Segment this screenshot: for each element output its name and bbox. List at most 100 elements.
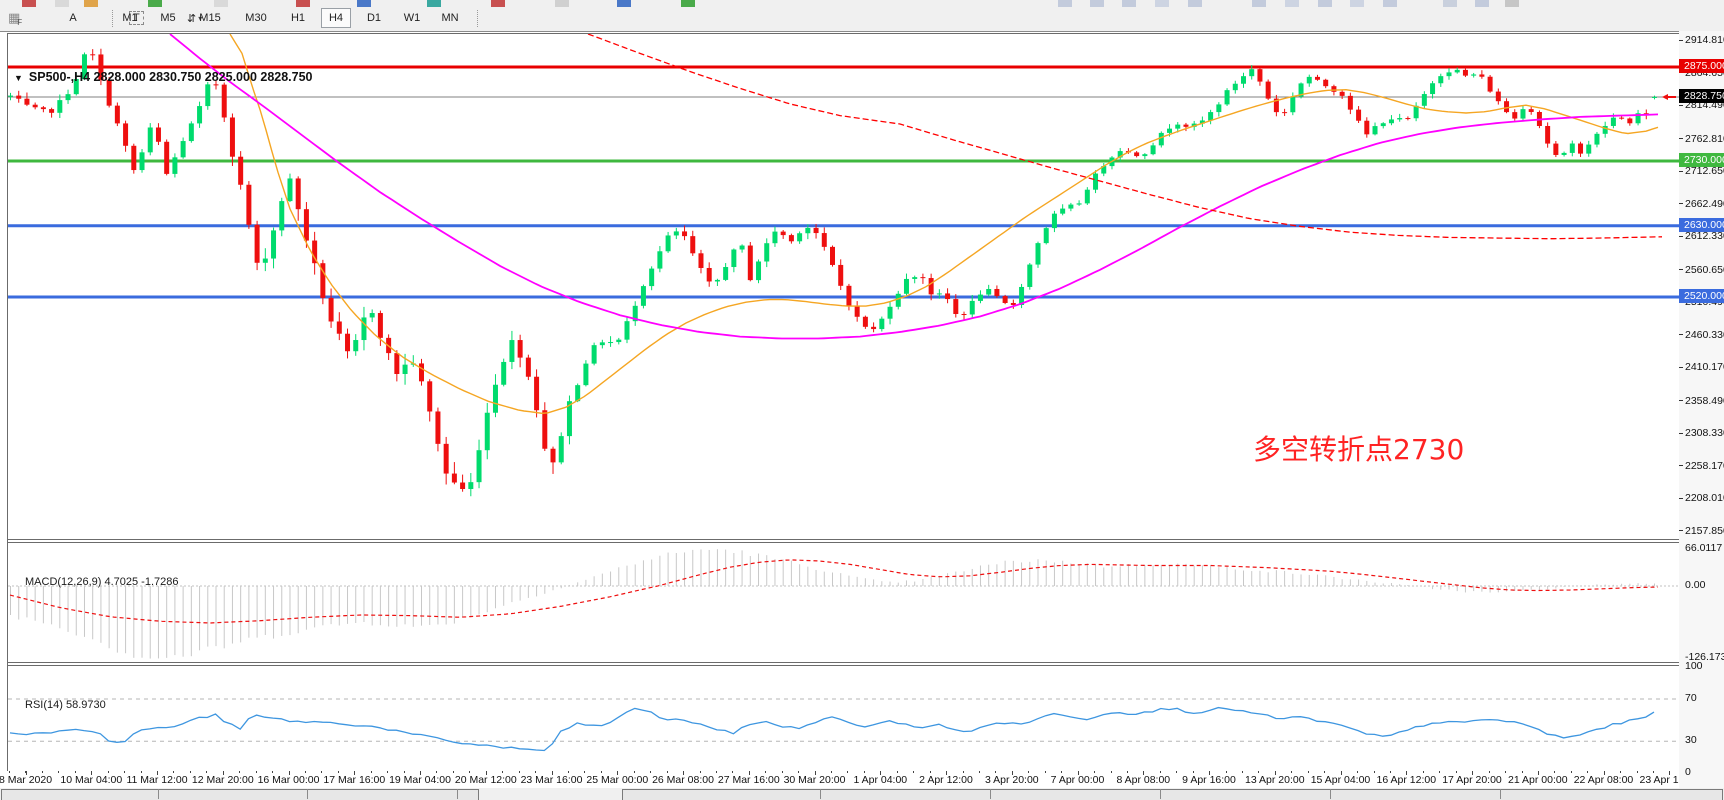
toolbar-cutoff-icon[interactable] bbox=[1122, 0, 1136, 7]
toolbar-cutoff-icon[interactable] bbox=[1090, 0, 1104, 7]
candle bbox=[65, 89, 71, 104]
candle bbox=[205, 81, 211, 110]
macd-panel[interactable] bbox=[8, 542, 1679, 662]
grid-fibonacci-tool-button[interactable]: ▦ F bbox=[3, 8, 27, 28]
cutoff-panel-divider bbox=[158, 789, 159, 799]
toolbar-cutoff-icon[interactable] bbox=[148, 0, 162, 7]
toolbar-cutoff-icon[interactable] bbox=[1443, 0, 1457, 7]
price-badge-2520.000: 2520.000 bbox=[1679, 289, 1724, 303]
grid-icon-f-suffix: F bbox=[17, 17, 23, 27]
toolbar-cutoff-icon[interactable] bbox=[55, 0, 69, 7]
time-minor-tick bbox=[633, 771, 635, 773]
time-minor-tick bbox=[1176, 771, 1178, 773]
candle bbox=[476, 439, 482, 489]
toolbar-cutoff-icon[interactable] bbox=[1188, 0, 1202, 7]
toolbar-cutoff-icon[interactable] bbox=[1155, 0, 1169, 7]
toolbar-cutoff-icon[interactable] bbox=[617, 0, 631, 7]
price-scale[interactable]: 2914.8102864.6502814.4902762.8102712.650… bbox=[1679, 31, 1724, 788]
candle bbox=[1314, 74, 1320, 81]
toolbar-cutoff-icon[interactable] bbox=[1252, 0, 1266, 7]
candle bbox=[903, 273, 909, 296]
time-major-tick bbox=[1077, 771, 1079, 775]
candle bbox=[1265, 79, 1271, 101]
cutoff-panel-divider bbox=[307, 789, 308, 799]
toolbar-cutoff-icon[interactable] bbox=[22, 0, 36, 7]
candle bbox=[394, 350, 400, 382]
timeframe-button-mn[interactable]: MN bbox=[441, 12, 459, 24]
time-major-tick bbox=[946, 771, 947, 775]
macd-scale-label: -126.173 bbox=[1685, 650, 1724, 663]
candle bbox=[295, 176, 301, 221]
toolbar-cutoff-icon[interactable] bbox=[1318, 0, 1332, 7]
timeframe-button-h4[interactable]: H4 bbox=[321, 8, 351, 28]
timeframe-button-m15[interactable]: M15 bbox=[199, 12, 221, 24]
chart-dropdown-icon[interactable]: ▼ bbox=[14, 73, 23, 83]
price-axis-label: 2612.330 bbox=[1685, 230, 1724, 243]
arrow-text-tool-button[interactable]: A bbox=[69, 12, 77, 24]
time-minor-tick bbox=[1505, 771, 1506, 773]
time-scale[interactable]: 8 Mar 2020 10 Mar 04:00 11 Mar 12:00 12 Mar… bbox=[0, 771, 1699, 788]
candle bbox=[1520, 105, 1526, 121]
splitter-macd-rsi-a[interactable] bbox=[8, 662, 1679, 663]
price-tick bbox=[1679, 235, 1683, 237]
splitter-main-macd-a[interactable] bbox=[8, 539, 1679, 540]
candle bbox=[262, 248, 268, 272]
time-major-tick bbox=[551, 771, 553, 775]
timeframe-button-m5[interactable]: M5 bbox=[160, 12, 176, 24]
toolbar-cutoff-icon[interactable] bbox=[1285, 0, 1299, 7]
candle bbox=[303, 202, 309, 248]
candle bbox=[1356, 106, 1362, 124]
candle bbox=[1183, 122, 1189, 132]
indicator-styles-tool-button[interactable]: ⇵ ▾ bbox=[182, 8, 207, 28]
timeframe-button-h1[interactable]: H1 bbox=[290, 12, 306, 24]
time-minor-tick bbox=[9, 771, 10, 773]
toolbar-cutoff-icon[interactable] bbox=[1505, 0, 1519, 7]
time-axis-label: 22 Apr 08:00 bbox=[1573, 774, 1634, 786]
toolbar-cutoff-icon[interactable] bbox=[681, 0, 695, 7]
candle bbox=[155, 123, 161, 146]
toolbar-cutoff-icon[interactable] bbox=[357, 0, 371, 7]
text-label-tool-button[interactable]: T bbox=[124, 8, 149, 28]
toolbar-cutoff-icon[interactable] bbox=[555, 0, 569, 7]
macd-scale-label: 66.0117 bbox=[1685, 541, 1723, 554]
candle bbox=[1471, 72, 1477, 78]
chevron-down-icon: ▾ bbox=[198, 13, 203, 23]
candle bbox=[1553, 140, 1559, 158]
timeframe-button-d1[interactable]: D1 bbox=[366, 12, 382, 24]
time-minor-tick bbox=[1455, 771, 1457, 773]
toolbar-cutoff-icon[interactable] bbox=[296, 0, 310, 7]
toolbar-tool-row: ▦ F A T ⇵ ▾ M1 M5 M15 M30 H1 H4 D1 W1 MN bbox=[0, 7, 1724, 31]
toolbar-cutoff-icon[interactable] bbox=[1475, 0, 1489, 7]
time-minor-tick bbox=[600, 771, 602, 773]
candle bbox=[468, 472, 474, 497]
rsi-panel[interactable] bbox=[8, 665, 1679, 772]
candle bbox=[484, 402, 490, 460]
toolbar-cutoff-icon[interactable] bbox=[427, 0, 441, 7]
candle bbox=[1487, 74, 1493, 93]
price-axis-label: 2560.650 bbox=[1685, 263, 1724, 276]
timeframe-button-m1[interactable]: M1 bbox=[122, 12, 138, 24]
splitter-macd-rsi-b[interactable] bbox=[8, 665, 1679, 666]
candle bbox=[657, 246, 663, 273]
time-major-tick bbox=[1340, 771, 1342, 775]
candlestick-chart[interactable] bbox=[8, 34, 1679, 539]
splitter-main-macd-b[interactable] bbox=[8, 542, 1679, 543]
candle bbox=[805, 224, 811, 240]
toolbar-cutoff-icon[interactable] bbox=[1058, 0, 1072, 7]
chart-window: ▼ SP500-,H4 2828.000 2830.750 2825.000 28… bbox=[0, 31, 1724, 800]
timeframe-button-w1[interactable]: W1 bbox=[403, 12, 421, 24]
price-tick bbox=[1679, 334, 1683, 336]
toolbar: ▦ F A T ⇵ ▾ M1 M5 M15 M30 H1 H4 D1 W1 MN bbox=[0, 0, 1724, 31]
toolbar-cutoff-icon[interactable] bbox=[491, 0, 505, 7]
toolbar-cutoff-icon[interactable] bbox=[1350, 0, 1364, 7]
candle bbox=[139, 149, 145, 173]
time-minor-tick bbox=[1653, 771, 1654, 773]
timeframe-button-m30[interactable]: M30 bbox=[245, 12, 267, 24]
time-minor-tick bbox=[699, 771, 701, 773]
toolbar-cutoff-icon[interactable] bbox=[214, 0, 228, 7]
candle bbox=[336, 312, 342, 341]
toolbar-cutoff-icon[interactable] bbox=[84, 0, 98, 7]
toolbar-cutoff-icon[interactable] bbox=[1383, 0, 1397, 7]
time-minor-tick bbox=[732, 771, 734, 773]
candle bbox=[871, 322, 877, 333]
